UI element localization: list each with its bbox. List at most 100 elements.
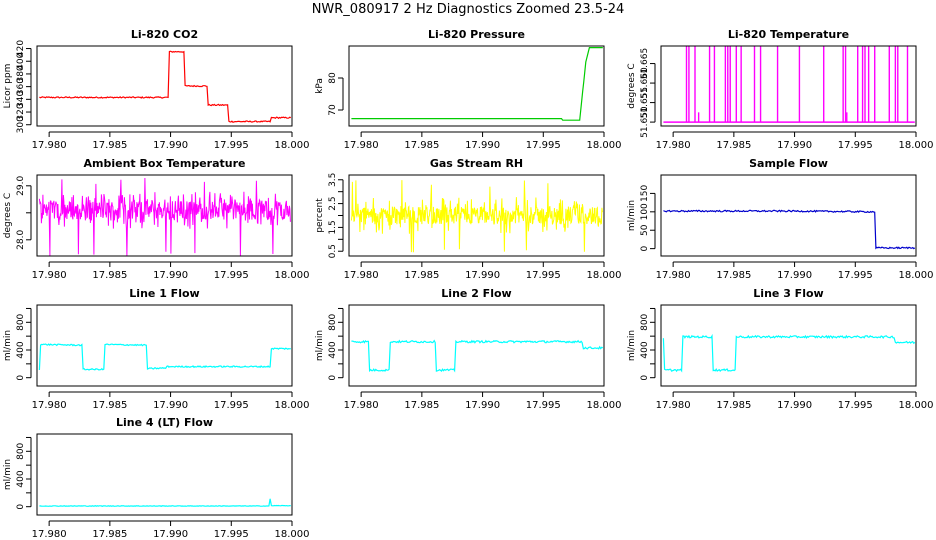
panel-title: Li-820 Temperature	[728, 28, 849, 41]
series-line	[351, 46, 603, 121]
panel-4: Ambient Box Temperature 17.980 17.985 17.99…	[3, 157, 310, 281]
y-axis: 28.0 29.0	[16, 176, 32, 250]
x-tick-label: 17.985	[404, 140, 439, 151]
x-tick-label: 17.995	[214, 140, 249, 151]
y-tick-label: 800	[16, 442, 26, 459]
y-axis: 0 400 800	[328, 307, 344, 381]
series-line	[38, 177, 291, 256]
y-tick-label: 400	[328, 341, 338, 358]
x-tick-label: 17.980	[32, 140, 67, 151]
y-tick-label: 2.5	[328, 196, 338, 210]
panel-data	[351, 339, 604, 373]
x-tick-label: 17.995	[838, 400, 873, 411]
panel-data	[39, 498, 291, 507]
y-axis-label: degrees C	[627, 63, 637, 108]
page-title: NWR_080917 2 Hz Diagnostics Zoomed 23.5-…	[311, 2, 625, 17]
x-tick-label: 17.990	[153, 270, 188, 281]
x-tick-label: 17.985	[716, 400, 751, 411]
x-axis: 17.980 17.985 17.990 17.995 18.000	[656, 391, 934, 411]
y-tick-label: 400	[16, 341, 26, 358]
y-axis: 0 400 800	[16, 307, 32, 381]
y-tick-label: 51.650	[640, 106, 650, 138]
y-axis-label: degrees C	[3, 193, 13, 238]
panel-frame	[348, 174, 605, 257]
y-tick-label: 150	[640, 185, 650, 202]
x-tick-label: 17.980	[344, 270, 379, 281]
x-tick-label: 17.980	[32, 270, 67, 281]
x-tick-label: 18.000	[587, 270, 622, 281]
y-axis: 70 80	[328, 72, 344, 116]
panel-title: Li-820 CO2	[131, 28, 198, 41]
x-tick-label: 17.985	[404, 400, 439, 411]
panel-7: Line 1 Flow 17.980 17.985 17.990 17.995 18.00…	[3, 287, 310, 411]
y-tick-label: 800	[640, 313, 650, 330]
panel-title: Gas Stream RH	[430, 157, 523, 170]
x-axis: 17.980 17.985 17.990 17.995 18.000	[32, 520, 310, 540]
y-tick-label: 0.5	[328, 244, 338, 258]
x-tick-label: 17.985	[404, 270, 439, 281]
y-tick-label: 100	[640, 203, 650, 220]
panel-title: Line 4 (LT) Flow	[116, 416, 213, 429]
panel-8: Line 2 Flow 17.980 17.985 17.990 17.995 18.00…	[315, 287, 622, 411]
y-axis-label: percent	[315, 198, 325, 233]
x-axis: 17.980 17.985 17.990 17.995 18.000	[344, 391, 622, 411]
x-tick-label: 17.995	[526, 270, 561, 281]
series-line	[38, 343, 291, 371]
panel-frame	[36, 304, 293, 387]
series-line	[39, 498, 291, 507]
y-axis-label: ml/min	[315, 330, 325, 361]
x-tick-label: 17.985	[92, 270, 127, 281]
panel-data	[663, 46, 915, 123]
y-tick-label: 400	[16, 470, 26, 487]
y-tick-label: 70	[328, 104, 338, 116]
series-line	[662, 333, 916, 373]
y-tick-label: 0	[16, 375, 26, 381]
x-tick-label: 17.995	[526, 400, 561, 411]
series-line	[663, 209, 916, 250]
x-axis: 17.980 17.985 17.990 17.995 18.000	[344, 131, 622, 151]
y-tick-label: 80	[328, 72, 338, 84]
x-axis: 17.980 17.985 17.990 17.995 18.000	[32, 391, 310, 411]
panel-data	[350, 180, 603, 253]
x-tick-label: 17.990	[465, 140, 500, 151]
panel-data	[351, 46, 603, 121]
panel-frame	[348, 45, 605, 127]
y-tick-label: 29.0	[16, 176, 26, 196]
x-axis: 17.980 17.985 17.990 17.995 18.000	[656, 131, 934, 151]
y-tick-label: 300	[16, 116, 26, 133]
x-tick-label: 17.985	[716, 270, 751, 281]
x-tick-label: 17.985	[92, 529, 127, 540]
panel-title: Line 1 Flow	[129, 287, 199, 300]
y-tick-label: 51.655	[640, 87, 650, 119]
y-tick-label: 1.5	[328, 220, 338, 234]
y-tick-label: 0	[328, 375, 338, 381]
panel-5: Gas Stream RH 17.980 17.985 17.990 17.995 18.…	[315, 157, 622, 281]
panel-3: Li-820 Temperature 17.980 17.985 17.990 17.9…	[627, 28, 934, 151]
x-tick-label: 18.000	[587, 140, 622, 151]
x-tick-label: 17.995	[838, 140, 873, 151]
x-tick-label: 17.990	[153, 400, 188, 411]
panel-data	[38, 343, 291, 371]
x-tick-label: 17.985	[92, 140, 127, 151]
panel-data	[662, 333, 916, 373]
x-tick-label: 17.990	[777, 400, 812, 411]
x-tick-label: 17.990	[153, 140, 188, 151]
panel-frame	[36, 433, 293, 516]
y-axis: 0.5 1.5 2.5 3.5	[328, 173, 344, 258]
panel-data	[663, 209, 916, 250]
x-tick-label: 18.000	[899, 400, 934, 411]
panel-6: Sample Flow 17.980 17.985 17.990 17.995 18.00…	[627, 157, 934, 281]
x-tick-label: 17.980	[344, 400, 379, 411]
x-tick-label: 17.990	[465, 400, 500, 411]
panel-frame	[660, 45, 917, 127]
x-tick-label: 18.000	[899, 270, 934, 281]
panel-frame	[660, 304, 917, 387]
series-line	[39, 50, 292, 123]
x-tick-label: 18.000	[275, 529, 310, 540]
y-tick-label: 50	[640, 224, 650, 236]
panel-10: Line 4 (LT) Flow 17.980 17.985 17.990 17.995…	[3, 416, 310, 540]
